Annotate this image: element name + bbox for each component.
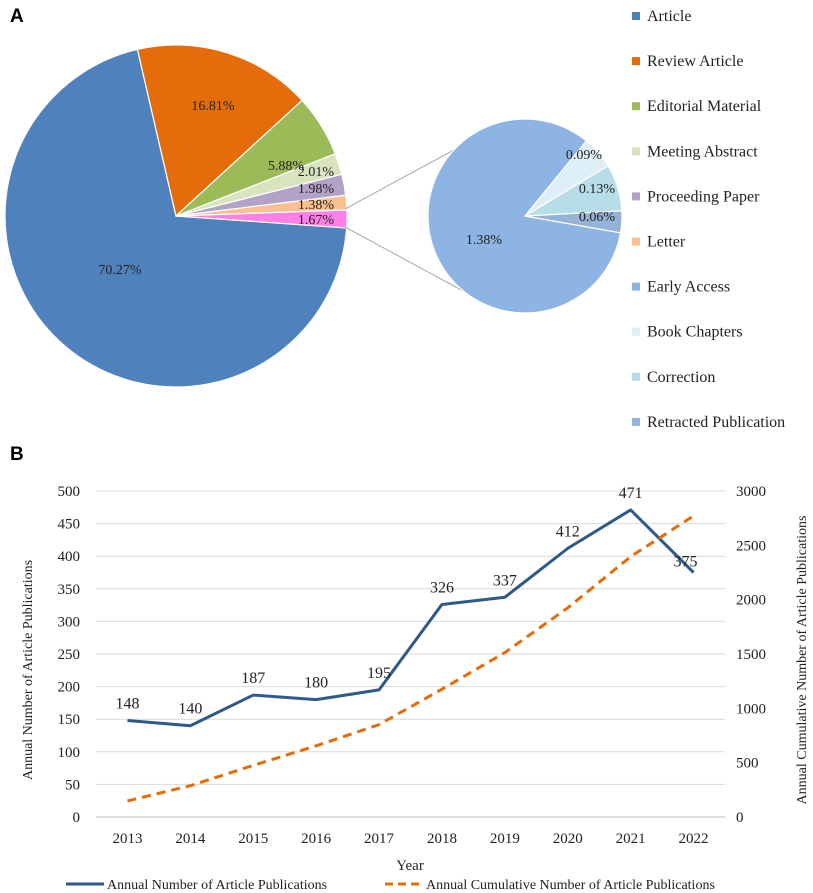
data-label-2014: 140 — [178, 701, 202, 718]
data-label-2013: 148 — [115, 696, 139, 713]
pie-label-review-article: 16.81% — [191, 99, 235, 114]
sub-pie-label-retracted-publication: 0.06% — [579, 210, 616, 225]
x-tick-2015: 2015 — [238, 831, 268, 847]
right-y-tick-2000: 2000 — [736, 593, 766, 609]
legend-label-book-chapters: Book Chapters — [647, 324, 743, 341]
data-label-2018: 326 — [430, 579, 454, 596]
right-y-axis-title: Annual Cumulative Number of Article Publ… — [795, 516, 810, 805]
sub-pie-label-book-chapters: 0.09% — [566, 148, 603, 163]
sub-pie-label-early-access: 1.38% — [466, 233, 503, 248]
left-y-tick-500: 500 — [58, 484, 81, 500]
x-tick-2019: 2019 — [490, 831, 520, 847]
left-y-tick-50: 50 — [65, 777, 80, 793]
legend-label-cumulative: Annual Cumulative Number of Article Publ… — [426, 878, 715, 893]
legend-swatch-editorial-material — [632, 102, 640, 111]
right-y-tick-2500: 2500 — [736, 538, 766, 554]
x-tick-2018: 2018 — [427, 831, 457, 847]
pie-label-article: 70.27% — [98, 263, 142, 278]
legend-label-correction: Correction — [647, 369, 715, 386]
pie-label-meeting-abstract: 2.01% — [298, 165, 335, 180]
pie-label-editorial-material: 5.88% — [268, 159, 305, 174]
data-label-2017: 195 — [367, 665, 391, 682]
right-y-tick-3000: 3000 — [736, 484, 766, 500]
legend-label-proceeding-paper: Proceeding Paper — [647, 188, 760, 205]
line-chart-grid — [96, 490, 725, 818]
legend-swatch-early-access — [632, 282, 640, 291]
legend-swatch-letter — [632, 237, 640, 246]
data-label-2021: 471 — [619, 485, 643, 502]
line-legend: Annual Number of Article Publications Ann… — [66, 878, 715, 893]
line-series — [127, 508, 695, 803]
legend-swatch-book-chapters — [632, 327, 640, 336]
series-line-annual-number-of-article-publications — [127, 508, 695, 728]
right-y-tick-1000: 1000 — [736, 701, 766, 717]
panel-letter-b: B — [10, 444, 24, 465]
legend-label-review-article: Review Article — [647, 53, 743, 70]
x-tick-2014: 2014 — [175, 831, 206, 847]
legend-label-letter: Letter — [647, 234, 686, 251]
pie-label-proceeding-paper: 1.98% — [298, 182, 335, 197]
legend-swatch-proceeding-paper — [632, 192, 640, 201]
right-y-axis-ticks: 0 500 1000 1500 2000 2500 3000 — [736, 484, 766, 826]
legend-swatch-article — [632, 12, 640, 20]
x-tick-2021: 2021 — [616, 831, 646, 847]
series-line-annual-cumulative-number-of-article-publications — [127, 514, 695, 803]
legend-swatch-meeting-abstract — [632, 147, 640, 156]
pie-slice-review-article — [136, 44, 303, 218]
left-y-tick-350: 350 — [58, 582, 81, 598]
sub-pie-slice-retracted-publication — [524, 210, 623, 234]
x-tick-2020: 2020 — [553, 831, 583, 847]
x-tick-2022: 2022 — [679, 831, 709, 847]
data-label-2015: 187 — [241, 670, 265, 687]
x-tick-2013: 2013 — [112, 831, 142, 847]
pie-label-letter: 1.38% — [298, 198, 335, 213]
left-y-tick-200: 200 — [58, 680, 81, 696]
left-y-tick-400: 400 — [58, 549, 81, 565]
legend-label-meeting-abstract: Meeting Abstract — [647, 143, 758, 160]
right-y-tick-500: 500 — [736, 756, 759, 772]
x-tick-2017: 2017 — [364, 831, 395, 847]
right-y-tick-0: 0 — [736, 810, 744, 826]
data-label-2016: 180 — [304, 675, 328, 692]
sub-pie-label-correction: 0.13% — [579, 182, 616, 197]
sub-pie: 1.38% 0.09% 0.13% 0.06% — [427, 118, 623, 314]
connector-line-bottom — [344, 226, 477, 299]
legend-label-article: Article — [647, 8, 691, 25]
main-pie: 70.27% 16.81% 5.88%2.01% 1.98%1.38%1.67% — [4, 44, 348, 388]
left-y-axis-ticks: 0 50 100 150 200 250 300 350 400 450 500 — [58, 484, 81, 826]
legend-label-annual: Annual Number of Article Publications — [107, 878, 327, 893]
legend-swatch-review-article — [632, 57, 640, 66]
x-axis-ticks: 2013 2014 2015 2016 2017 2018 2019 2020 2021 2022 — [112, 831, 708, 847]
data-label-2019: 337 — [493, 572, 517, 589]
left-y-tick-450: 450 — [58, 517, 81, 533]
left-y-tick-0: 0 — [73, 810, 81, 826]
left-y-tick-150: 150 — [58, 712, 81, 728]
x-tick-2016: 2016 — [301, 831, 332, 847]
sub-pie-slice-early-access — [427, 118, 622, 314]
left-y-axis-title: Annual Number of Article Publications — [21, 560, 36, 780]
x-axis-title: Year — [396, 858, 424, 874]
legend-label-retracted-publication: Retracted Publication — [647, 414, 785, 431]
left-y-tick-100: 100 — [58, 745, 81, 761]
legend-label-editorial-material: Editorial Material — [647, 98, 762, 115]
legend-label-early-access: Early Access — [647, 279, 730, 296]
left-y-tick-300: 300 — [58, 614, 81, 630]
pie-legend: Article Review Article Editorial Material M… — [632, 8, 785, 431]
pie-slice-article — [4, 48, 348, 388]
left-y-tick-250: 250 — [58, 647, 81, 663]
line-data-labels: 148 140 187 180 195 326 337 412 471 375 — [115, 485, 697, 718]
right-y-tick-1500: 1500 — [736, 647, 766, 663]
pie-label-other: 1.67% — [298, 213, 335, 228]
panel-letter-a: A — [10, 6, 24, 27]
legend-swatch-correction — [632, 372, 640, 381]
data-label-2022: 375 — [674, 554, 698, 571]
legend-swatch-retracted-publication — [632, 417, 640, 426]
data-label-2020: 412 — [556, 523, 580, 540]
